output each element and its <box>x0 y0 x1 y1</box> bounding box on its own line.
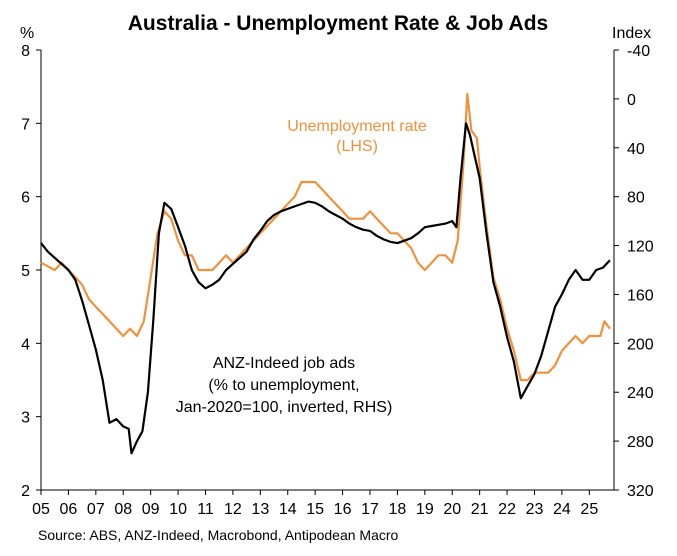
annotation-unemployment-line-1: Unemployment rate <box>287 118 427 135</box>
x-tick-label: 23 <box>526 501 544 518</box>
x-tick-label: 11 <box>197 501 214 518</box>
x-tick-label: 22 <box>498 501 516 518</box>
right-axis-unit: Index <box>612 25 651 42</box>
annotation-job-ads-line-2: (% to unemployment, <box>208 377 359 394</box>
x-axis-ticks: 05 06 07 08 09 10 11 12 13 14 15 16 17 18 19 20 21 22 23 24… <box>32 490 598 518</box>
x-tick-label: 13 <box>251 501 269 518</box>
left-axis-ticks: 2 3 4 5 6 7 8 <box>21 43 41 500</box>
x-tick-label: 12 <box>224 501 242 518</box>
annotation-job-ads: ANZ-Indeed job ads (% to unemployment, J… <box>176 355 393 416</box>
source-note: Source: ABS, ANZ-Indeed, Macrobond, Anti… <box>38 527 399 543</box>
left-tick-label: 8 <box>21 43 30 60</box>
x-tick-label: 14 <box>279 501 297 518</box>
right-tick-label: 280 <box>627 434 654 451</box>
right-tick-label: 240 <box>627 385 654 402</box>
x-tick-label: 20 <box>443 501 461 518</box>
x-tick-label: 05 <box>32 501 50 518</box>
series-line-job-ads <box>40 122 611 455</box>
left-tick-label: 2 <box>21 483 30 500</box>
left-tick-label: 7 <box>21 116 30 133</box>
chart-title: Australia - Unemployment Rate & Job Ads <box>128 12 548 35</box>
x-tick-label: 06 <box>60 501 78 518</box>
x-tick-label: 18 <box>389 501 407 518</box>
annotation-unemployment: Unemployment rate (LHS) <box>287 118 427 155</box>
left-tick-label: 3 <box>21 410 30 427</box>
x-tick-label: 08 <box>114 501 132 518</box>
left-tick-label: 6 <box>21 190 30 207</box>
annotation-job-ads-line-1: ANZ-Indeed job ads <box>213 355 355 372</box>
right-tick-label: 0 <box>627 92 636 109</box>
x-tick-label: 09 <box>142 501 160 518</box>
x-tick-label: 16 <box>334 501 352 518</box>
annotation-job-ads-line-3: Jan-2020=100, inverted, RHS) <box>176 399 393 416</box>
x-tick-label: 10 <box>169 501 187 518</box>
series-line-unemployment-rate <box>40 92 611 382</box>
x-tick-label: 07 <box>87 501 105 518</box>
left-axis-unit: % <box>20 25 34 42</box>
right-tick-label: 80 <box>627 190 645 207</box>
x-tick-label: 21 <box>471 501 489 518</box>
x-tick-label: 15 <box>306 501 324 518</box>
x-tick-label: 24 <box>553 501 571 518</box>
right-tick-label: 120 <box>627 239 654 256</box>
annotation-unemployment-line-2: (LHS) <box>336 138 378 155</box>
right-axis-ticks: -40 0 40 80 120 160 200 240 280 320 <box>614 43 654 500</box>
right-tick-label: -40 <box>627 43 650 60</box>
right-tick-label: 160 <box>627 287 654 304</box>
x-tick-label: 19 <box>416 501 434 518</box>
x-tick-label: 25 <box>580 501 598 518</box>
right-tick-label: 200 <box>627 336 654 353</box>
x-tick-label: 17 <box>361 501 379 518</box>
left-tick-label: 5 <box>21 263 30 280</box>
right-tick-label: 320 <box>627 483 654 500</box>
left-tick-label: 4 <box>21 336 30 353</box>
right-tick-label: 40 <box>627 141 645 158</box>
